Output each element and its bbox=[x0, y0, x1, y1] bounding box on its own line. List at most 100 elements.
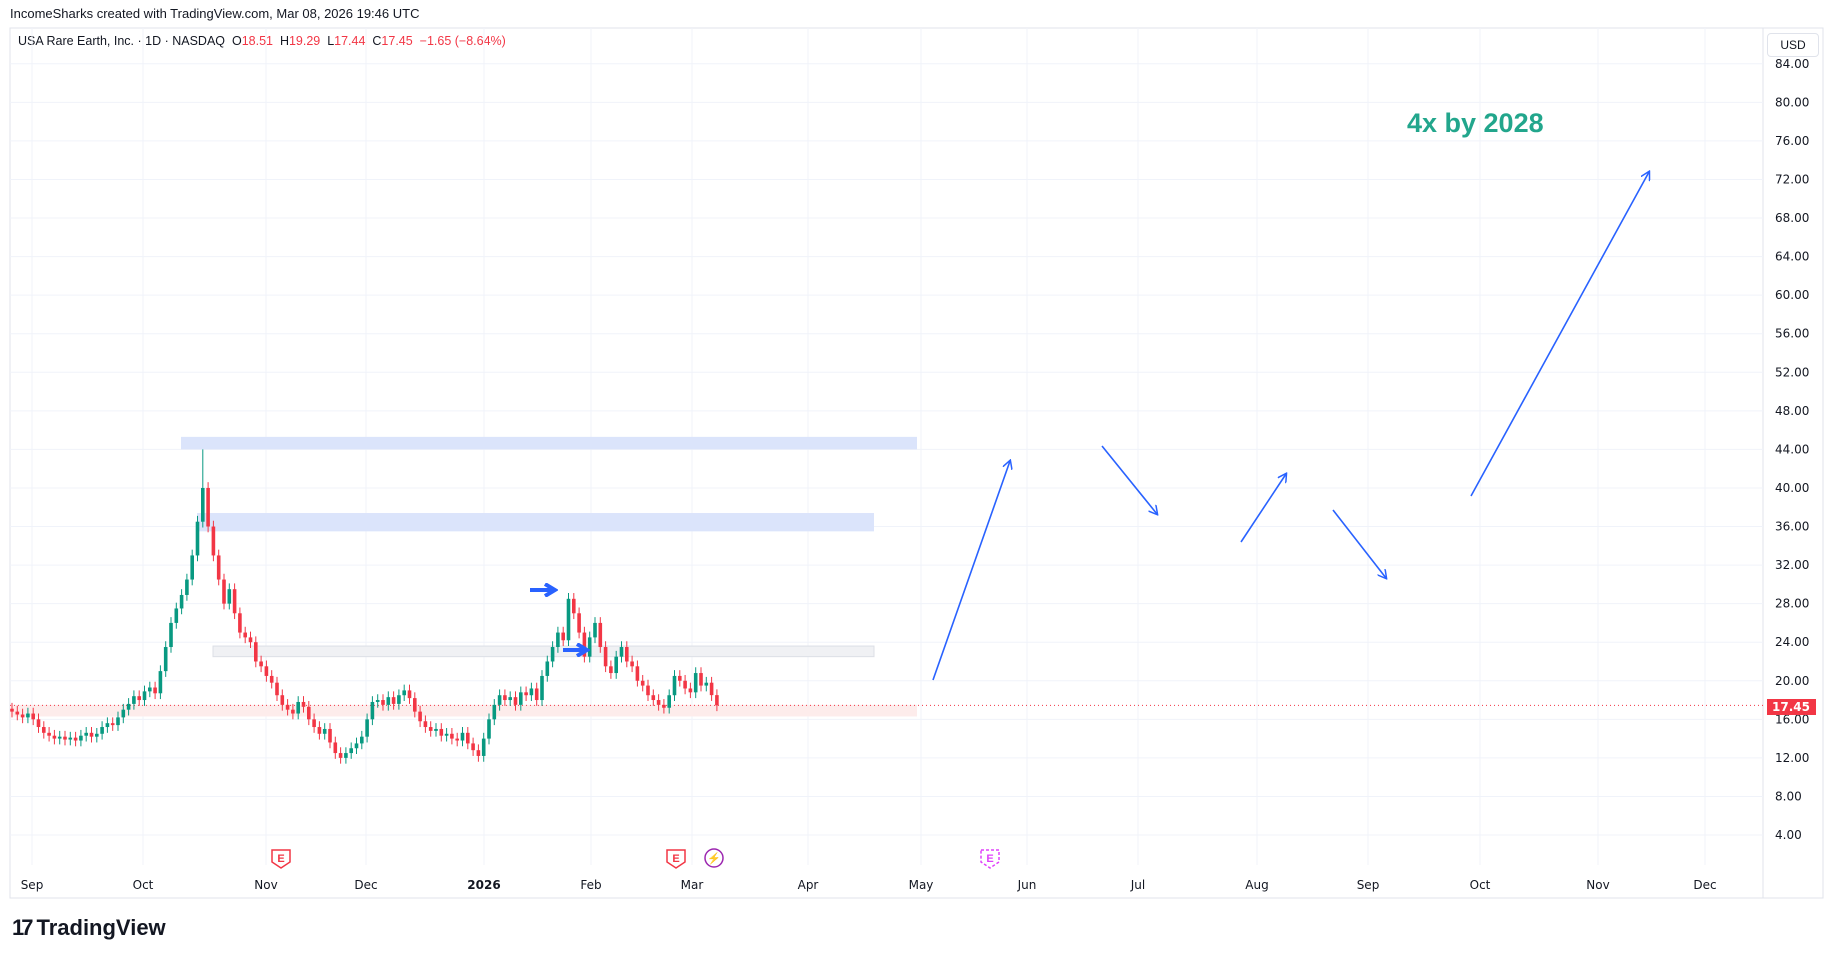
candle[interactable] bbox=[572, 598, 576, 614]
candle[interactable] bbox=[185, 579, 189, 595]
candle[interactable] bbox=[84, 732, 88, 736]
candle[interactable] bbox=[614, 656, 618, 674]
currency-button[interactable]: USD bbox=[1767, 33, 1819, 57]
candle[interactable] bbox=[100, 727, 104, 734]
candle[interactable] bbox=[57, 736, 62, 739]
tradingview-logo[interactable]: 17 TradingView bbox=[12, 915, 166, 941]
candle[interactable] bbox=[169, 622, 173, 648]
candle[interactable] bbox=[227, 589, 232, 604]
projection-arrow-up-2[interactable] bbox=[1240, 474, 1286, 543]
candle[interactable] bbox=[153, 687, 157, 694]
candle[interactable] bbox=[625, 647, 629, 662]
zone-rectangle[interactable] bbox=[181, 436, 917, 450]
annotation-text[interactable]: 4x by 2028 bbox=[1407, 108, 1544, 138]
candle[interactable] bbox=[593, 622, 597, 638]
candle[interactable] bbox=[497, 695, 502, 705]
candle[interactable] bbox=[63, 736, 67, 740]
candle[interactable] bbox=[434, 728, 438, 731]
candle[interactable] bbox=[381, 700, 385, 705]
candle[interactable] bbox=[248, 637, 253, 643]
candle[interactable] bbox=[561, 632, 565, 641]
projection-arrow-down-2[interactable] bbox=[1332, 509, 1386, 578]
candle[interactable] bbox=[360, 736, 364, 744]
candle[interactable] bbox=[195, 521, 200, 556]
candle[interactable] bbox=[312, 719, 316, 728]
candle[interactable] bbox=[222, 579, 226, 604]
candle[interactable] bbox=[232, 589, 237, 614]
candle[interactable] bbox=[52, 735, 57, 739]
candle[interactable] bbox=[556, 632, 560, 648]
candle[interactable] bbox=[678, 675, 682, 681]
candle[interactable] bbox=[397, 695, 401, 704]
candle[interactable] bbox=[603, 647, 608, 667]
candle[interactable] bbox=[524, 692, 528, 696]
candle[interactable] bbox=[582, 632, 587, 657]
candle[interactable] bbox=[201, 487, 205, 522]
candle[interactable] bbox=[333, 742, 338, 754]
candle[interactable] bbox=[693, 673, 698, 693]
candle[interactable] bbox=[280, 695, 285, 705]
candle[interactable] bbox=[513, 697, 518, 705]
candle[interactable] bbox=[95, 733, 99, 737]
candle[interactable] bbox=[487, 719, 491, 739]
candle[interactable] bbox=[142, 691, 147, 701]
candle[interactable] bbox=[26, 713, 30, 718]
candle[interactable] bbox=[630, 661, 634, 667]
candle[interactable] bbox=[126, 703, 131, 710]
projection-arrow-down-1[interactable] bbox=[1101, 445, 1157, 514]
candle[interactable] bbox=[158, 671, 163, 694]
candle[interactable] bbox=[89, 732, 94, 737]
candle[interactable] bbox=[672, 675, 677, 696]
candle[interactable] bbox=[31, 713, 35, 720]
candle[interactable] bbox=[423, 721, 428, 728]
zone-rectangle[interactable] bbox=[212, 645, 875, 658]
candle[interactable] bbox=[598, 622, 603, 648]
candle[interactable] bbox=[545, 661, 550, 676]
candle[interactable] bbox=[206, 487, 210, 527]
candle[interactable] bbox=[301, 701, 306, 707]
candle[interactable] bbox=[296, 701, 300, 714]
candle[interactable] bbox=[344, 753, 348, 758]
candle[interactable] bbox=[110, 723, 115, 726]
candle[interactable] bbox=[121, 709, 126, 718]
candle[interactable] bbox=[375, 700, 380, 702]
candle[interactable] bbox=[709, 682, 714, 696]
candle[interactable] bbox=[137, 696, 141, 701]
candle[interactable] bbox=[354, 743, 359, 749]
candle[interactable] bbox=[651, 695, 656, 701]
candle[interactable] bbox=[259, 661, 263, 667]
candle[interactable] bbox=[481, 738, 486, 756]
zone-rectangle[interactable] bbox=[10, 704, 917, 717]
candle[interactable] bbox=[646, 685, 650, 696]
candle[interactable] bbox=[402, 690, 406, 696]
candle[interactable] bbox=[179, 594, 184, 609]
candle[interactable] bbox=[269, 675, 274, 683]
candle[interactable] bbox=[413, 698, 417, 712]
projection-arrow-up-1[interactable] bbox=[932, 461, 1010, 681]
candle[interactable] bbox=[322, 728, 327, 734]
candle[interactable] bbox=[365, 719, 369, 737]
candle[interactable] bbox=[291, 709, 295, 714]
zone-rectangle[interactable] bbox=[197, 513, 874, 532]
candle[interactable] bbox=[418, 711, 422, 722]
candle[interactable] bbox=[529, 688, 534, 696]
symbol-name[interactable]: USA Rare Earth, Inc. · 1D · NASDAQ bbox=[18, 34, 226, 48]
candle[interactable] bbox=[683, 680, 687, 689]
candle[interactable] bbox=[307, 706, 311, 720]
candle[interactable] bbox=[254, 642, 258, 662]
candle[interactable] bbox=[148, 687, 152, 692]
earnings-event-icon[interactable]: E bbox=[271, 849, 291, 869]
candle[interactable] bbox=[476, 750, 481, 756]
projection-arrow-up-3[interactable] bbox=[1470, 172, 1649, 497]
candle[interactable] bbox=[68, 737, 73, 740]
candle[interactable] bbox=[20, 714, 25, 718]
candle[interactable] bbox=[439, 728, 444, 736]
candle[interactable] bbox=[190, 555, 194, 580]
candle[interactable] bbox=[508, 697, 512, 701]
candle[interactable] bbox=[466, 732, 470, 744]
candle[interactable] bbox=[471, 743, 475, 751]
candle[interactable] bbox=[688, 688, 693, 693]
candle[interactable] bbox=[105, 723, 110, 728]
candle[interactable] bbox=[10, 708, 14, 712]
